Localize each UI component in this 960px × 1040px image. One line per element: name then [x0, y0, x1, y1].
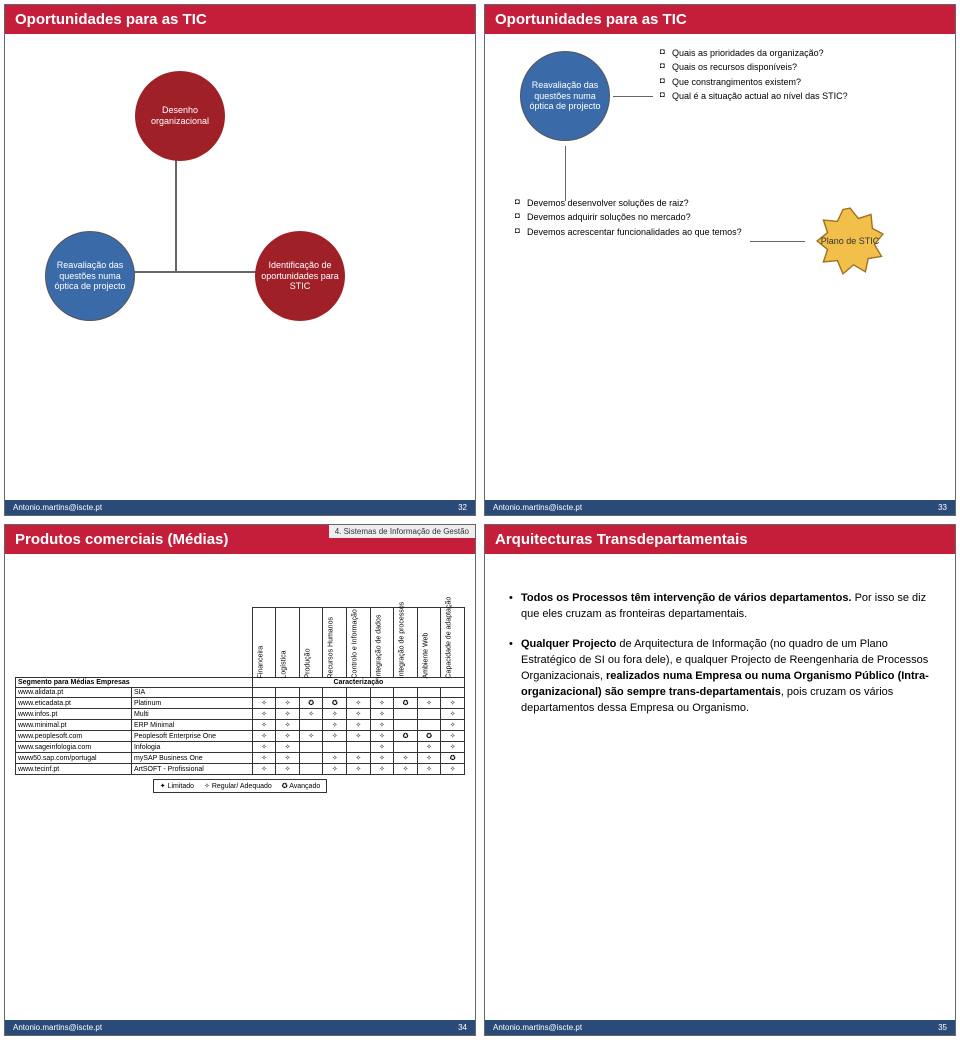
table-row: www.sageinfologia.comInfologia✧✧✧✧✧ — [16, 742, 465, 753]
legend-item: ✪ Avançado — [282, 782, 320, 790]
page-number: 34 — [458, 1023, 467, 1032]
paragraph: Qualquer Projecto de Arquitectura de Inf… — [509, 637, 931, 717]
slide-4: Arquitecturas Transdepartamentais Todos … — [484, 524, 956, 1036]
table-legend: ✦ Limitado ✧ Regular/ Adequado ✪ Avançad… — [153, 779, 327, 793]
slide-body: Reavaliação das questões numa óptica de … — [485, 41, 955, 497]
bullet-item: Devemos acrescentar funcionalidades ao q… — [515, 225, 745, 239]
slide-1: Oportunidades para as TIC Desenho organi… — [4, 4, 476, 516]
bullet-item: Quais os recursos disponíveis? — [660, 60, 930, 74]
table-row: www.minimal.ptERP Minimal✧✧✧✧✧✧ — [16, 720, 465, 731]
table-row: www.infos.ptMulti✧✧✧✧✧✧✧ — [16, 709, 465, 720]
slide-2: Oportunidades para as TIC Reavaliação da… — [484, 4, 956, 516]
star-label: Plano de STIC — [821, 236, 880, 246]
connector — [125, 271, 235, 273]
slide-title: Oportunidades para as TIC — [485, 5, 955, 34]
paragraph: Todos os Processos têm intervenção de vá… — [509, 591, 931, 623]
slide-footer: Antonio.martins@iscte.pt 35 — [485, 1020, 955, 1035]
star-plan: Plano de STIC — [815, 206, 885, 276]
node-reav: Reavaliação das questões numa óptica de … — [520, 51, 610, 141]
page-number: 32 — [458, 503, 467, 512]
connector — [750, 241, 805, 242]
legend-item: ✧ Regular/ Adequado — [204, 782, 272, 790]
slide-title: Arquitecturas Transdepartamentais — [485, 525, 955, 554]
bullet-item: Qual é a situação actual ao nível das ST… — [660, 89, 930, 103]
footer-email: Antonio.martins@iscte.pt — [493, 1023, 582, 1032]
text-bold: Todos os Processos têm intervenção de vá… — [521, 592, 852, 604]
footer-email: Antonio.martins@iscte.pt — [13, 1023, 102, 1032]
table-row: www.alidata.ptSIA — [16, 688, 465, 698]
bullet-item: Quais as prioridades da organização? — [660, 46, 930, 60]
connector — [565, 146, 566, 201]
bullet-item: Que constrangimentos existem? — [660, 75, 930, 89]
node-reav: Reavaliação das questões numa óptica de … — [45, 231, 135, 321]
slide-body: Todos os Processos têm intervenção de vá… — [485, 561, 955, 1017]
body-text: Todos os Processos têm intervenção de vá… — [495, 571, 945, 751]
table-row: www.tecinf.ptArtSOFT - Profissional✧✧✧✧✧… — [16, 764, 465, 775]
node-ident: Identificação de oportunidades para STIC — [255, 231, 345, 321]
slide-title: Oportunidades para as TIC — [5, 5, 475, 34]
node-label: Reavaliação das questões numa óptica de … — [521, 80, 609, 112]
footer-email: Antonio.martins@iscte.pt — [13, 503, 102, 512]
slide-3: 4. Sistemas de Informação de Gestão Prod… — [4, 524, 476, 1036]
page-number: 33 — [938, 503, 947, 512]
page-number: 35 — [938, 1023, 947, 1032]
node-label: Identificação de oportunidades para STIC — [255, 260, 345, 292]
slide-body: FinanceiraLogísticaProduçãoRecursos Huma… — [5, 561, 475, 1017]
text-bold: Qualquer Projecto — [521, 638, 616, 650]
bullet-list-top: Quais as prioridades da organização? Qua… — [660, 46, 930, 104]
node-label: Reavaliação das questões numa óptica de … — [46, 260, 134, 292]
node-label: Desenho organizacional — [135, 105, 225, 127]
slide-subtitle: 4. Sistemas de Informação de Gestão — [329, 525, 475, 538]
bullet-item: Devemos adquirir soluções no mercado? — [515, 210, 745, 224]
slide-footer: Antonio.martins@iscte.pt 33 — [485, 500, 955, 515]
slide-footer: Antonio.martins@iscte.pt 32 — [5, 500, 475, 515]
bullet-item: Devemos desenvolver soluções de raiz? — [515, 196, 745, 210]
table-row: www.eticadata.ptPlatinum✧✧✪✪✧✧✪✧✧ — [16, 698, 465, 709]
table-row: www.peoplesoft.comPeoplesoft Enterprise … — [16, 731, 465, 742]
table-row: www50.sap.com/portugalmySAP Business One… — [16, 753, 465, 764]
bullet-list-mid: Devemos desenvolver soluções de raiz? De… — [515, 196, 745, 239]
footer-email: Antonio.martins@iscte.pt — [493, 503, 582, 512]
slide-footer: Antonio.martins@iscte.pt 34 — [5, 1020, 475, 1035]
node-design: Desenho organizacional — [135, 71, 225, 161]
legend-item: ✦ Limitado — [160, 782, 194, 790]
products-table: FinanceiraLogísticaProduçãoRecursos Huma… — [15, 607, 465, 775]
slide-body: Desenho organizacional Reavaliação das q… — [5, 41, 475, 497]
connector — [613, 96, 653, 97]
